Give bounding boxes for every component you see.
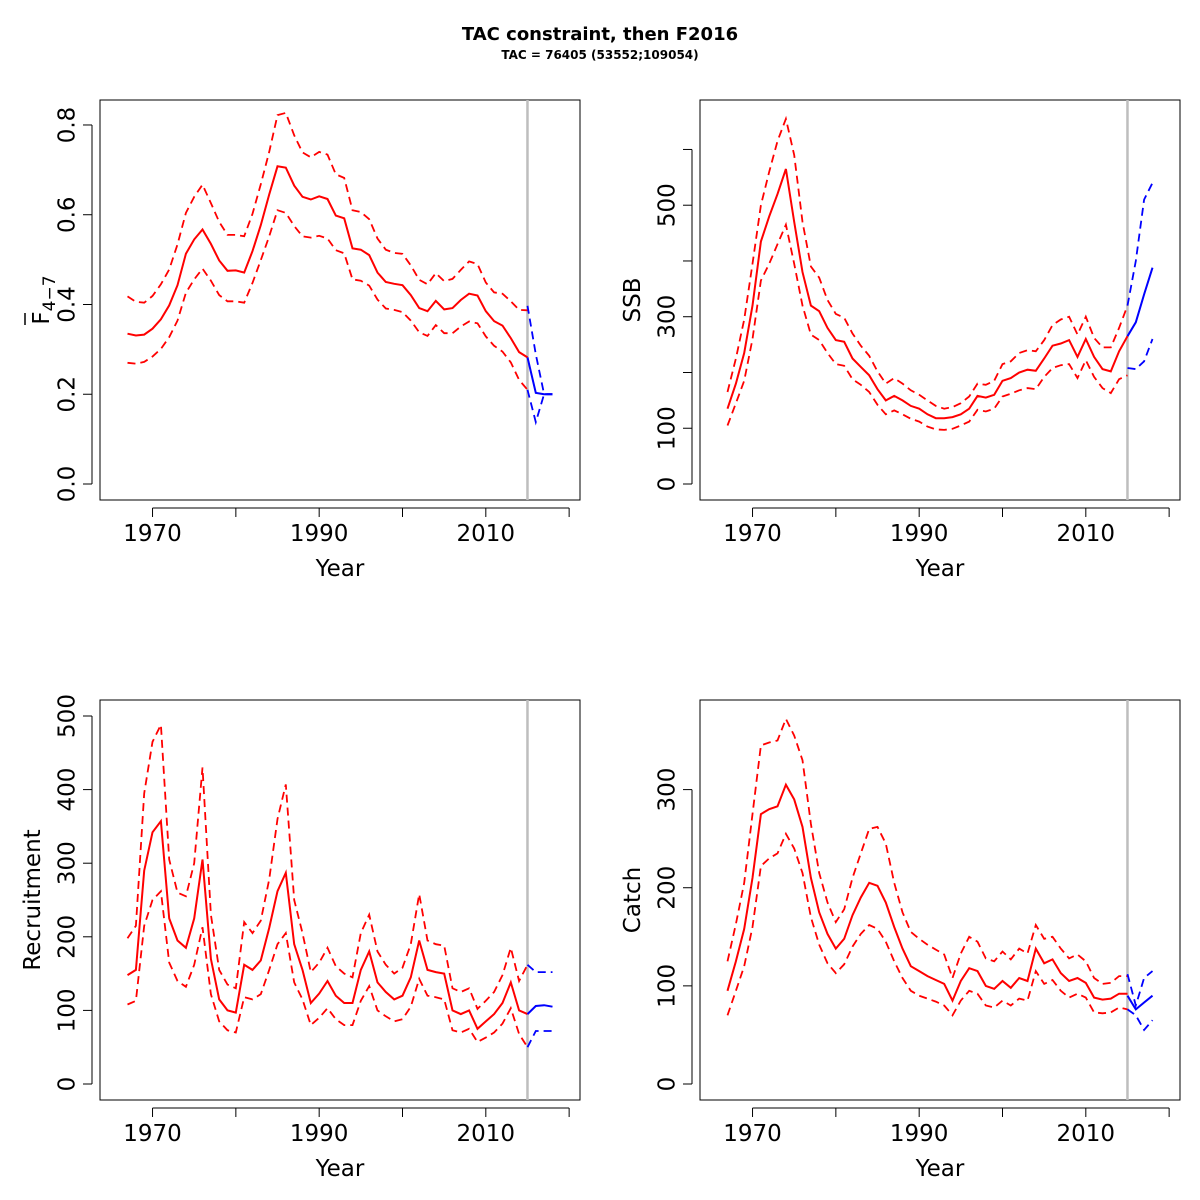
y-axis-label-main: F (29, 311, 55, 324)
estimate-median-line (726, 168, 1129, 420)
forecast-median-line (1126, 994, 1154, 1011)
y-tick-label: 300 (655, 768, 681, 812)
forecast-lower-line (1127, 338, 1154, 371)
y-tick-label: 500 (655, 183, 681, 227)
y-tick-label: 200 (655, 866, 681, 910)
x-axis-label: Year (315, 556, 365, 582)
estimate-lower-line (726, 221, 1128, 431)
panel-catch: 1970 1990 2010 Year 0 100 200 300 Catch (620, 699, 1181, 1182)
x-tick-label: 2010 (457, 521, 516, 547)
forecast-median-line (526, 1004, 553, 1015)
y-tick-label: 0 (655, 1077, 681, 1092)
forecast-upper-line (526, 964, 553, 973)
x-tick-label: 2010 (457, 1121, 516, 1147)
y-tick-label: 0.8 (55, 107, 81, 144)
y-tick-label: 0.2 (55, 376, 81, 413)
plot-frame (699, 699, 1181, 1101)
estimate-lower-line (127, 889, 529, 1048)
y-axis-label: Catch (620, 867, 646, 933)
forecast-median-line (526, 357, 553, 396)
panel-recruitment: 1970 1990 2010 Year 0 100 200 300 400 500 Recruitm… (20, 694, 581, 1182)
panel-fbar: 1970 1990 2010 Year 0.0 0.2 0.4 0.6 0.8 F4−7 (24, 99, 581, 582)
chart-subtitle: TAC = 76405 (53552;109054) (501, 48, 698, 62)
y-tick-label: 0 (55, 1077, 81, 1092)
forecast-median-line (1126, 267, 1154, 337)
y-tick-label: 0 (655, 477, 681, 492)
plot-frame (99, 699, 581, 1101)
y-tick-label: 0.6 (55, 196, 81, 233)
x-axis-label: Year (915, 556, 965, 582)
x-tick-label: 1970 (123, 1121, 182, 1147)
x-axis-label: Year (915, 1156, 965, 1182)
y-tick-label: 0.4 (55, 286, 81, 323)
x-tick-label: 1990 (290, 1121, 349, 1147)
x-tick-label: 1970 (123, 521, 182, 547)
forecast-upper-line (526, 305, 553, 396)
x-tick-label: 2010 (1057, 1121, 1116, 1147)
y-axis-label: SSB (620, 278, 646, 323)
estimate-median-line (726, 782, 1128, 1003)
estimate-upper-line (726, 115, 1129, 410)
panel-ssb: 1970 1990 2010 Year 0 100 300 500 SSB (620, 99, 1181, 582)
x-tick-label: 1990 (290, 521, 349, 547)
x-axis-label: Year (315, 1156, 365, 1182)
y-axis-label: F4−7 (29, 275, 60, 324)
x-tick-label: 1990 (890, 1121, 949, 1147)
estimate-upper-line (127, 111, 528, 312)
y-tick-label: 100 (55, 988, 81, 1032)
y-tick-label: 400 (55, 768, 81, 812)
chart-title: TAC constraint, then F2016 (462, 24, 738, 45)
plot-frame (699, 99, 1181, 501)
y-tick-label: 300 (655, 295, 681, 339)
estimate-lower-line (726, 831, 1128, 1017)
x-tick-label: 1970 (723, 521, 782, 547)
forecast-lower-line (1126, 1008, 1154, 1032)
estimate-median-line (126, 818, 528, 1031)
estimate-median-line (127, 165, 529, 359)
estimate-upper-line (726, 716, 1128, 985)
y-axis-label-sub: 4−7 (40, 275, 60, 311)
y-tick-label: 200 (55, 915, 81, 959)
x-tick-label: 1990 (890, 521, 949, 547)
estimate-upper-line (126, 721, 529, 1011)
x-tick-label: 2010 (1057, 521, 1116, 547)
y-tick-label: 100 (655, 406, 681, 450)
estimate-lower-line (127, 209, 529, 391)
plot-frame (99, 99, 581, 501)
forecast-lower-line (526, 1030, 553, 1048)
forecast-upper-line (1126, 182, 1154, 306)
y-tick-label: 300 (55, 841, 81, 885)
y-tick-label: 0.0 (55, 466, 81, 503)
y-tick-label: 100 (655, 964, 681, 1008)
x-tick-label: 1970 (723, 1121, 782, 1147)
y-tick-label: 500 (55, 694, 81, 738)
forecast-upper-line (1126, 970, 1154, 1009)
y-axis-label: Recruitment (20, 829, 46, 970)
